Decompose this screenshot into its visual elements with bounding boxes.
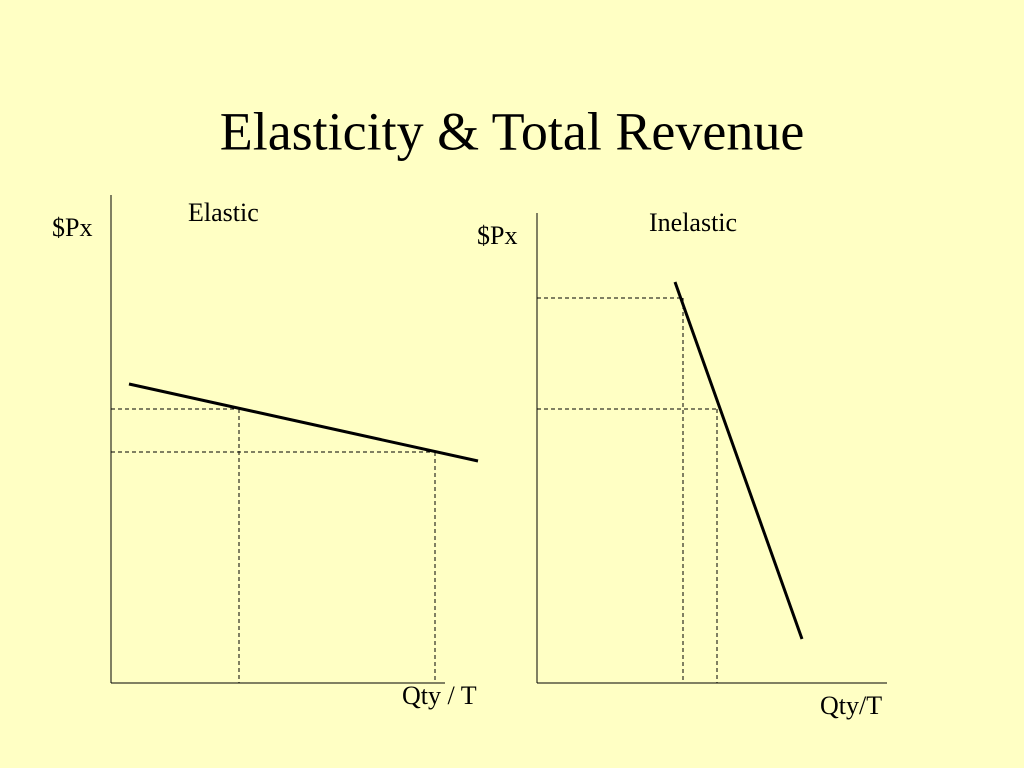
- inelastic-panel: Inelastic $Px Qty/T: [477, 208, 887, 720]
- x-axis-label: Qty / T: [402, 681, 477, 710]
- panel-label: Elastic: [188, 198, 259, 227]
- y-axis-label: $Px: [477, 221, 517, 250]
- demand-curve: [673, 281, 804, 640]
- panel-label: Inelastic: [649, 208, 737, 237]
- demand-curve: [128, 382, 479, 463]
- y-axis-label: $Px: [52, 213, 92, 242]
- slide-title: Elasticity & Total Revenue: [220, 101, 805, 161]
- x-axis-label: Qty/T: [820, 691, 882, 720]
- elastic-panel: Elastic $Px Qty / T: [52, 195, 479, 710]
